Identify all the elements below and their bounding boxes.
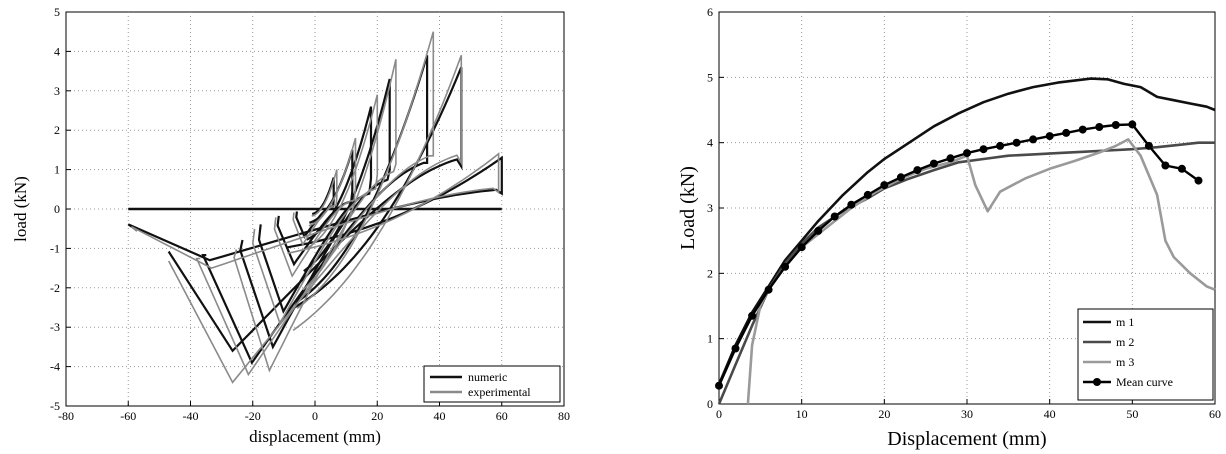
y-tick-label: 3 <box>707 201 713 215</box>
mean-curve-point <box>880 181 889 190</box>
mean-curve-point <box>847 200 856 209</box>
mean-curve-point <box>1161 161 1170 170</box>
y-axis-label: load (kN) <box>11 176 30 242</box>
tick-labels: 0 10 20 30 40 50 60 0 1 2 3 4 5 6 <box>707 5 1221 421</box>
x-tick-label: 10 <box>796 407 808 421</box>
y-tick-label: 0 <box>54 202 60 216</box>
x-tick-label: 40 <box>1044 407 1056 421</box>
tick-labels: -80 -60 -40 -20 0 20 40 60 80 -5 -4 -3 -2 -1 0 1 2 3 4 5 <box>50 5 570 423</box>
x-tick-label: -40 <box>183 409 199 423</box>
x-tick-label: -20 <box>245 409 261 423</box>
y-tick-label: -5 <box>50 399 60 413</box>
mean-curve-point <box>1194 176 1203 185</box>
x-tick-label: 30 <box>961 407 973 421</box>
x-tick-label: 50 <box>1126 407 1138 421</box>
series-experimental-cycle <box>292 169 338 247</box>
y-tick-label: 2 <box>54 123 60 137</box>
legend-label-m2: m 2 <box>1116 335 1134 349</box>
series-experimental-cycle <box>251 94 379 326</box>
series-lines <box>715 77 1216 405</box>
legend: m 1 m 2 m 3 Mean curve <box>1077 308 1214 401</box>
mean-curve-point <box>1111 121 1120 129</box>
mean-curve-point <box>814 226 823 235</box>
legend-label-numeric: numeric <box>468 370 507 384</box>
mean-curve-point <box>913 166 922 175</box>
mean-curve-point <box>1177 164 1186 173</box>
mean-curve-point <box>797 243 806 252</box>
y-tick-label: 6 <box>707 5 713 19</box>
mean-curve-point <box>979 145 988 154</box>
legend-box <box>1077 308 1214 401</box>
mean-curve-point <box>996 141 1005 150</box>
legend-label-m1: m 1 <box>1116 315 1134 329</box>
mean-curve-point <box>1095 123 1104 131</box>
y-tick-label: 4 <box>707 136 713 150</box>
mean-curve-point <box>830 212 839 221</box>
series-numeric-cycle <box>257 106 373 315</box>
y-tick-label: -4 <box>50 360 60 374</box>
y-tick-label: 1 <box>54 163 60 177</box>
series-experimental-cycle <box>273 137 357 278</box>
series-numeric-cycle <box>201 54 429 365</box>
mean-curve-point <box>1144 141 1153 150</box>
y-tick-label: 4 <box>54 44 60 58</box>
x-tick-label: 0 <box>312 409 318 423</box>
x-tick-label: 0 <box>716 407 722 421</box>
mean-curve-point <box>1012 138 1021 147</box>
mean-curve-point <box>896 173 905 182</box>
grid <box>718 11 1216 405</box>
y-tick-label: -3 <box>50 320 60 334</box>
series-line-m-1 <box>717 77 1216 385</box>
mean-curve-point <box>863 190 872 199</box>
y-tick-label: 3 <box>54 84 60 98</box>
series-numeric-cycle <box>167 66 463 353</box>
series-lines <box>127 31 503 384</box>
mean-curve-point <box>929 159 938 168</box>
x-tick-label: -80 <box>58 409 74 423</box>
mean-curve-point <box>1062 128 1071 137</box>
y-tick-label: 2 <box>707 266 713 280</box>
y-tick-label: -1 <box>50 241 60 255</box>
y-tick-label: -2 <box>50 281 60 295</box>
series-experimental-cycle <box>130 152 500 269</box>
mean-curve-point <box>963 149 971 158</box>
x-tick-label: 60 <box>496 409 508 423</box>
y-tick-label: 5 <box>707 70 713 84</box>
x-axis-label: displacement (mm) <box>249 427 381 446</box>
mean-curve-point <box>748 311 757 320</box>
x-tick-label: -60 <box>120 409 136 423</box>
mean-curve-point <box>781 262 790 271</box>
legend: numeric experimental <box>423 365 561 403</box>
x-tick-label: 40 <box>434 409 446 423</box>
legend-label-experimental: experimental <box>468 385 531 399</box>
series-experimental-cycle <box>195 31 435 377</box>
x-tick-label: 20 <box>371 409 383 423</box>
x-axis-label: Displacement (mm) <box>887 428 1046 450</box>
mean-curve-point <box>1078 125 1087 134</box>
legend-label-m3: m 3 <box>1116 355 1134 369</box>
legend-marker-mean-curve <box>1093 378 1101 386</box>
mean-curve-point <box>1045 132 1054 141</box>
y-tick-label: 1 <box>707 332 713 346</box>
y-tick-label: 0 <box>707 397 713 411</box>
mean-curve-point <box>764 285 773 294</box>
mean-curve-point <box>946 154 955 163</box>
mean-curve-point <box>715 381 723 390</box>
x-tick-label: 20 <box>878 407 890 421</box>
mean-curve-point <box>731 344 740 353</box>
mean-curve-point <box>1029 135 1038 144</box>
x-tick-label: 80 <box>558 409 570 423</box>
y-axis-label: Load (kN) <box>677 166 699 250</box>
legend-label-mean-curve: Mean curve <box>1116 375 1173 389</box>
y-tick-label: 5 <box>54 5 60 19</box>
mean-curve-point <box>1128 120 1137 129</box>
series-experimental-cycle <box>167 55 463 384</box>
legend-box <box>423 365 561 403</box>
hysteresis-chart: -80 -60 -40 -20 0 20 40 60 80 -5 -4 -3 -2 -1 0 1 2 3 4 5 di… <box>11 5 570 446</box>
x-tick-label: 60 <box>1209 407 1221 421</box>
